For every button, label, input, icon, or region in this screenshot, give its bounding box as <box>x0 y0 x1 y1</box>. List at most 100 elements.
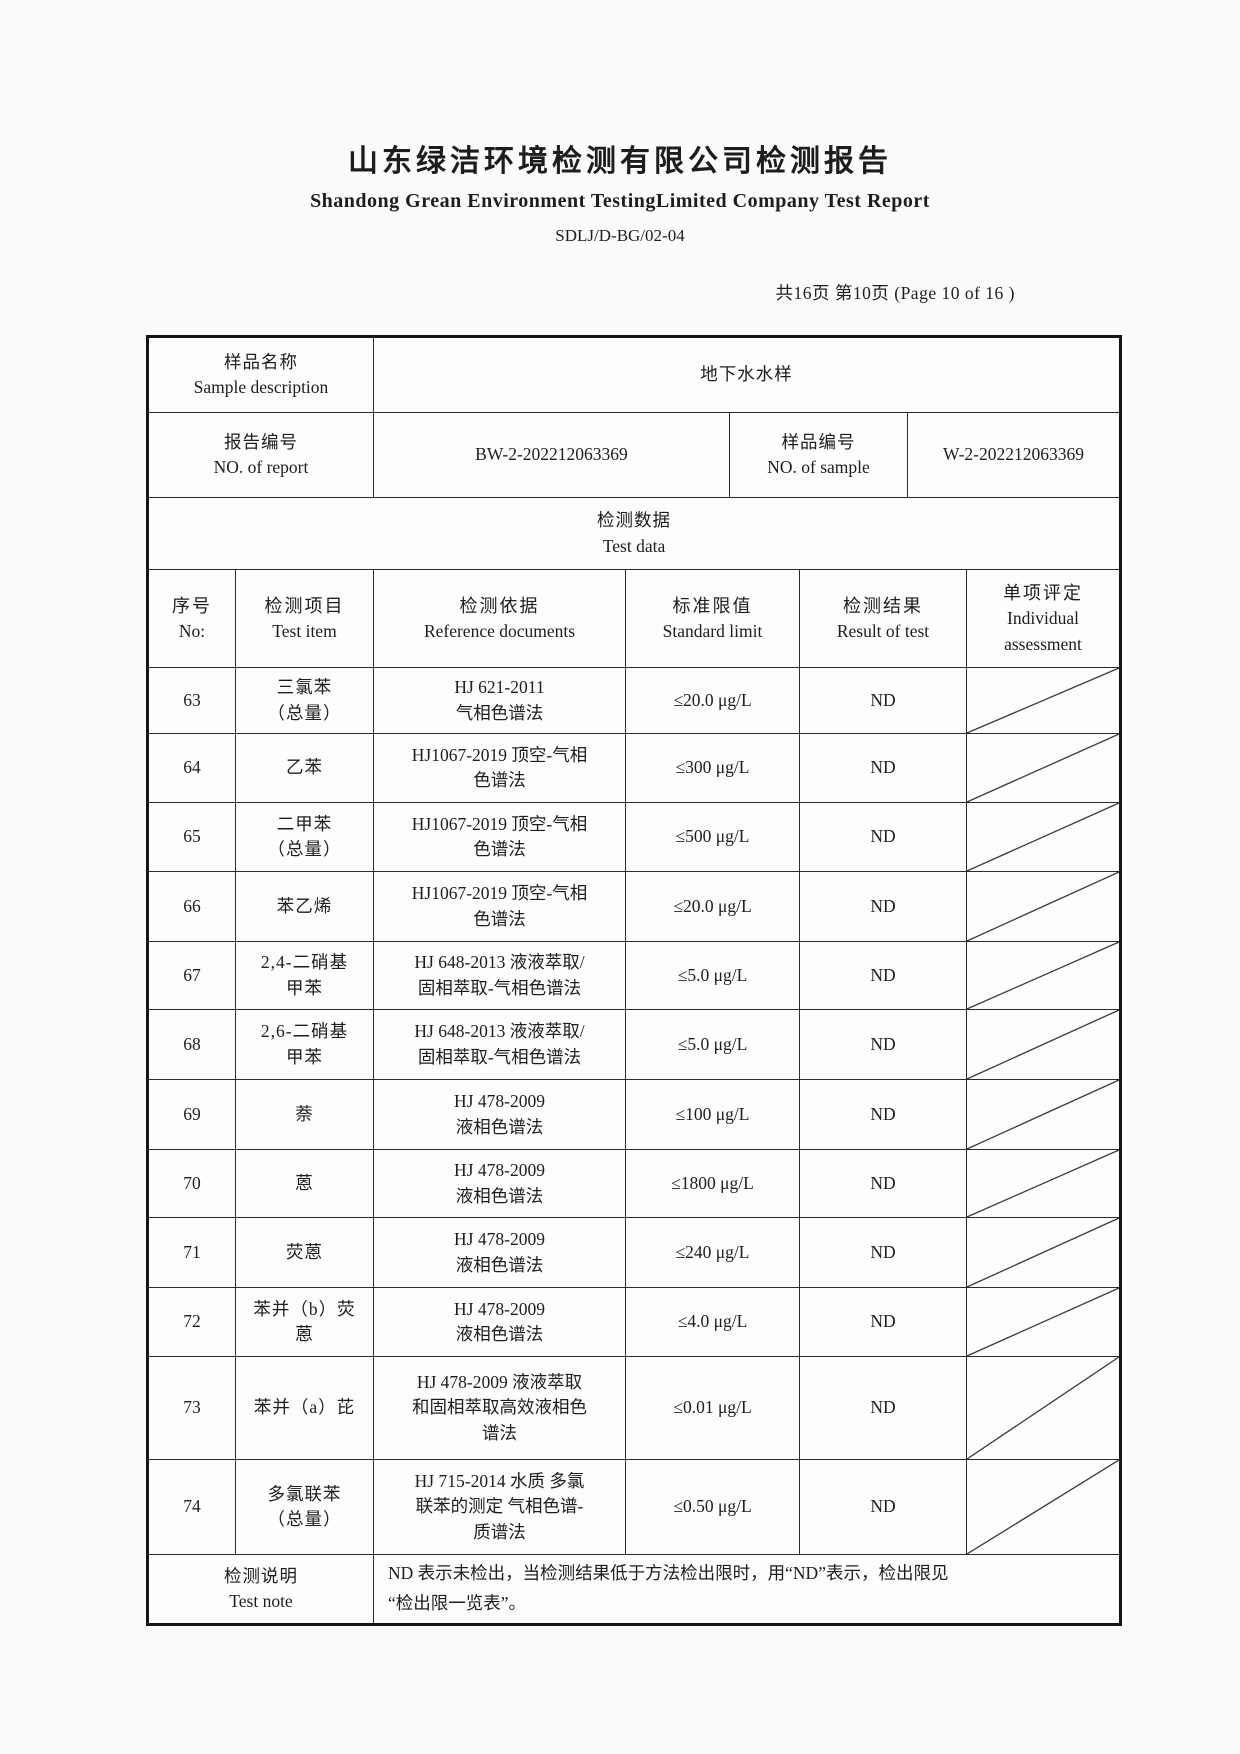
test-data-section-row: 检测数据 Test data <box>149 498 1119 570</box>
assessment-cell <box>967 803 1119 872</box>
reference-cell: HJ 478-2009 液相色谱法 <box>374 1288 626 1357</box>
test-note-text-cell: ND 表示未检出，当检测结果低于方法检出限时，用“ND”表示，检出限见 “检出限… <box>374 1555 1119 1623</box>
test-item-cell: 三氯苯 （总量） <box>236 668 374 734</box>
standard-limit: ≤5.0 μg/L <box>677 964 748 985</box>
result-value: ND <box>870 1397 896 1418</box>
document-code: SDLJ/D-BG/02-04 <box>555 226 685 245</box>
result-value: ND <box>870 1172 896 1193</box>
assessment-cell <box>967 1357 1119 1460</box>
row-no: 72 <box>183 1311 201 1332</box>
standard-limit-cell: ≤240 μg/L <box>626 1218 800 1288</box>
result-cell: ND <box>800 1288 967 1357</box>
reference-cell: HJ 715-2014 水质 多氯 联苯的测定 气相色谱- 质谱法 <box>374 1460 626 1555</box>
row-no: 67 <box>183 964 201 985</box>
assessment-cell <box>967 1218 1119 1288</box>
standard-limit: ≤0.50 μg/L <box>673 1496 752 1517</box>
diagonal-slash-icon <box>967 1218 1119 1287</box>
table-row: 74 多氯联苯 （总量） HJ 715-2014 水质 多氯 联苯的测定 气相色… <box>149 1460 1119 1555</box>
result-value: ND <box>870 1311 896 1332</box>
result-value: ND <box>870 1496 896 1517</box>
reference-doc: HJ1067-2019 顶空-气相 色谱法 <box>411 744 588 790</box>
sample-description-value: 地下水水样 <box>700 364 793 385</box>
result-cell: ND <box>800 734 967 803</box>
standard-limit-cell: ≤1800 μg/L <box>626 1150 800 1218</box>
row-no: 64 <box>183 757 201 778</box>
row-no: 66 <box>183 895 201 916</box>
standard-limit-cell: ≤0.01 μg/L <box>626 1357 800 1460</box>
header-assessment-cn: 单项评定 <box>1003 583 1083 604</box>
standard-limit-cell: ≤300 μg/L <box>626 734 800 803</box>
header-ref-cell: 检测依据 Reference documents <box>374 570 626 668</box>
assessment-cell <box>967 872 1119 942</box>
result-value: ND <box>870 826 896 847</box>
test-item-cell: 蒽 <box>236 1150 374 1218</box>
reference-doc: HJ 478-2009 液相色谱法 <box>454 1091 545 1137</box>
standard-limit: ≤300 μg/L <box>675 757 750 778</box>
test-data-title-en: Test data <box>602 535 666 556</box>
reference-cell: HJ 478-2009 液相色谱法 <box>374 1080 626 1150</box>
test-item-cell: 苯并（b）荧 蒽 <box>236 1288 374 1357</box>
row-no-cell: 66 <box>149 872 236 942</box>
sample-description-value-cell: 地下水水样 <box>374 338 1119 413</box>
reference-doc: HJ1067-2019 顶空-气相 色谱法 <box>411 813 588 859</box>
row-no: 65 <box>183 826 201 847</box>
reference-doc: HJ 648-2013 液液萃取/ 固相萃取-气相色谱法 <box>414 952 585 998</box>
test-item: 2,6-二硝基 甲苯 <box>260 1021 349 1067</box>
row-no: 69 <box>183 1103 201 1124</box>
diagonal-slash-icon <box>967 734 1119 802</box>
header-result-cell: 检测结果 Result of test <box>800 570 967 668</box>
assessment-cell <box>967 1150 1119 1218</box>
reference-doc: HJ 478-2009 液相色谱法 <box>454 1160 545 1206</box>
sample-no-label-en: NO. of sample <box>767 457 870 477</box>
test-note-label-cn: 检测说明 <box>224 1565 298 1586</box>
header-no-en: No: <box>178 620 206 641</box>
test-data-title-cn: 检测数据 <box>597 510 671 531</box>
header-item-cn: 检测项目 <box>264 595 345 616</box>
result-cell: ND <box>800 872 967 942</box>
reference-cell: HJ 478-2009 液相色谱法 <box>374 1218 626 1288</box>
header-ref-cn: 检测依据 <box>459 595 540 616</box>
result-cell: ND <box>800 1150 967 1218</box>
standard-limit: ≤240 μg/L <box>675 1241 750 1262</box>
report-number-row: 报告编号 NO. of report BW-2-202212063369 样品编… <box>149 413 1119 498</box>
reference-doc: HJ 478-2009 液相色谱法 <box>454 1298 545 1344</box>
report-no-label-en: NO. of report <box>213 457 309 477</box>
sample-no-value: W-2-202212063369 <box>943 444 1084 465</box>
test-item: 三氯苯 （总量） <box>267 677 342 723</box>
standard-limit-cell: ≤4.0 μg/L <box>626 1288 800 1357</box>
sample-no-value-cell: W-2-202212063369 <box>908 413 1119 498</box>
result-cell: ND <box>800 1010 967 1080</box>
reference-doc: HJ 478-2009 液相色谱法 <box>454 1229 545 1275</box>
row-no-cell: 74 <box>149 1460 236 1555</box>
test-note-label-en: Test note <box>229 1591 293 1611</box>
assessment-cell <box>967 942 1119 1010</box>
standard-limit: ≤5.0 μg/L <box>677 1033 748 1054</box>
test-note-label-cell: 检测说明 Test note <box>149 1555 374 1623</box>
result-cell: ND <box>800 668 967 734</box>
row-no-cell: 65 <box>149 803 236 872</box>
result-cell: ND <box>800 1218 967 1288</box>
reference-doc: HJ 621-2011 气相色谱法 <box>454 677 545 723</box>
row-no-cell: 68 <box>149 1010 236 1080</box>
assessment-cell <box>967 1010 1119 1080</box>
reference-cell: HJ 478-2009 液液萃取 和固相萃取高效液相色 谱法 <box>374 1357 626 1460</box>
report-title-en: Shandong Grean Environment TestingLimite… <box>310 190 930 212</box>
row-no: 74 <box>183 1496 201 1517</box>
diagonal-slash-icon <box>967 1080 1119 1149</box>
standard-limit: ≤20.0 μg/L <box>673 689 752 710</box>
test-item: 苯并（a）芘 <box>253 1397 356 1418</box>
diagonal-slash-icon <box>967 1357 1119 1459</box>
standard-limit-cell: ≤20.0 μg/L <box>626 872 800 942</box>
header-limit-en: Standard limit <box>662 620 763 641</box>
test-item-cell: 多氯联苯 （总量） <box>236 1460 374 1555</box>
sample-description-label-cell: 样品名称 Sample description <box>149 338 374 413</box>
table-row: 70 蒽 HJ 478-2009 液相色谱法 ≤1800 μg/L ND <box>149 1150 1119 1218</box>
standard-limit-cell: ≤500 μg/L <box>626 803 800 872</box>
result-value: ND <box>870 1241 896 1262</box>
test-item-cell: 萘 <box>236 1080 374 1150</box>
diagonal-slash-icon <box>967 803 1119 871</box>
reference-cell: HJ1067-2019 顶空-气相 色谱法 <box>374 803 626 872</box>
header-no-cell: 序号 No: <box>149 570 236 668</box>
reference-doc: HJ1067-2019 顶空-气相 色谱法 <box>411 883 588 929</box>
